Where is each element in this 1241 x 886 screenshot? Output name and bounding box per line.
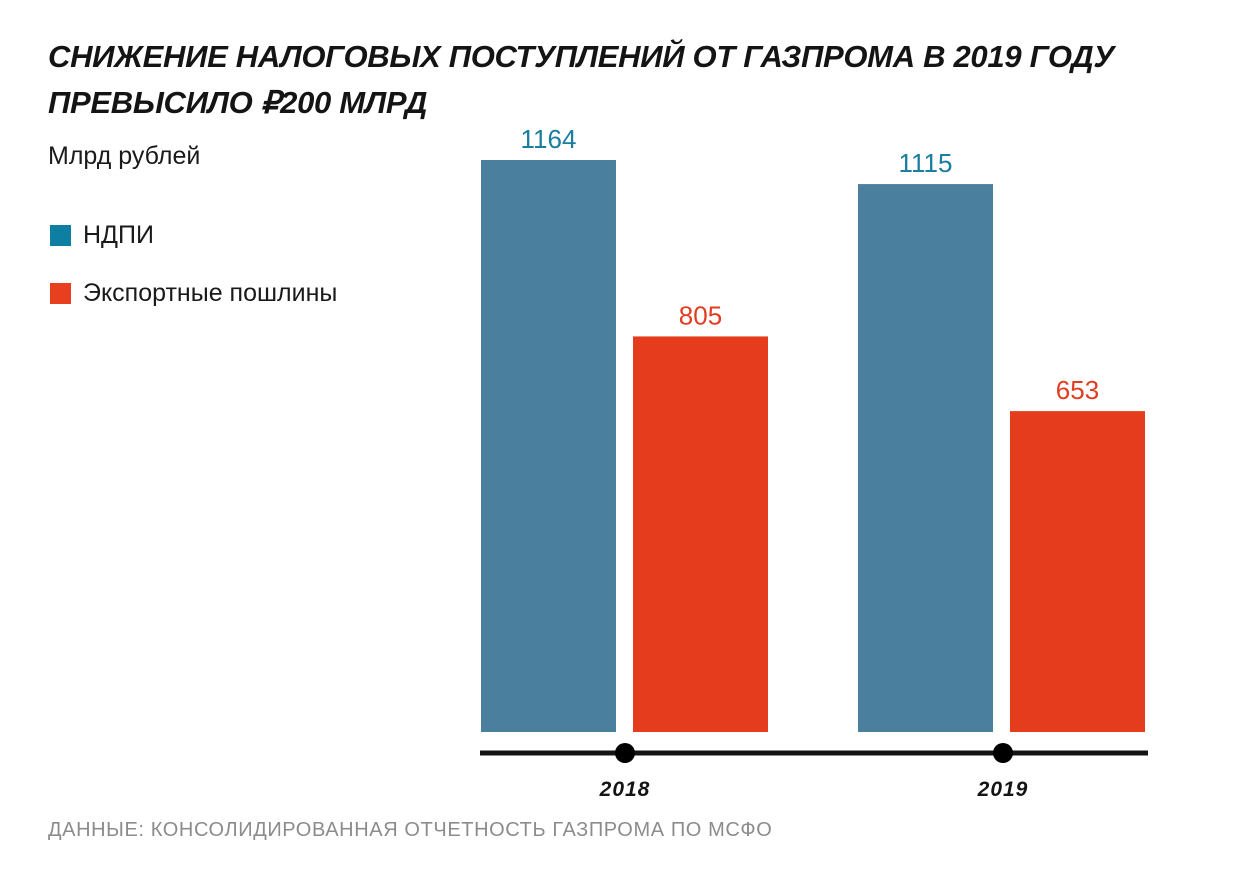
legend-swatch-ndpi — [50, 224, 71, 246]
bar-ndpi-2018 — [481, 160, 616, 732]
bar-ndpi-2019 — [858, 184, 993, 732]
source-note: ДАННЫЕ: КОНСОЛИДИРОВАННАЯ ОТЧЕТНОСТЬ ГАЗ… — [48, 819, 773, 841]
legend-swatch-export-duties — [50, 282, 71, 304]
legend-item-ndpi: НДПИ — [50, 218, 337, 252]
value-label-export-duties-2019: 653 — [1056, 375, 1099, 405]
bar-export-duties-2018 — [633, 336, 768, 732]
value-label-export-duties-2018: 805 — [679, 300, 722, 330]
value-label-ndpi-2018: 1164 — [521, 124, 577, 154]
axis-marker-2019 — [993, 743, 1013, 763]
x-tick-label-2019: 2019 — [977, 778, 1029, 801]
legend: НДПИ Экспортные пошлины — [50, 218, 337, 334]
chart-title: СНИЖЕНИЕ НАЛОГОВЫХ ПОСТУПЛЕНИЙ ОТ ГАЗПРО… — [48, 39, 1115, 120]
legend-label-ndpi: НДПИ — [83, 220, 154, 249]
legend-label-export-duties: Экспортные пошлины — [83, 278, 338, 307]
legend-item-export-duties: Экспортные пошлины — [50, 276, 337, 310]
value-label-ndpi-2019: 1115 — [899, 148, 953, 178]
units-label: Млрд рублей — [48, 142, 201, 170]
x-tick-label-2018: 2018 — [599, 778, 651, 801]
axis-marker-2018 — [615, 743, 635, 763]
bar-export-duties-2019 — [1010, 411, 1145, 732]
